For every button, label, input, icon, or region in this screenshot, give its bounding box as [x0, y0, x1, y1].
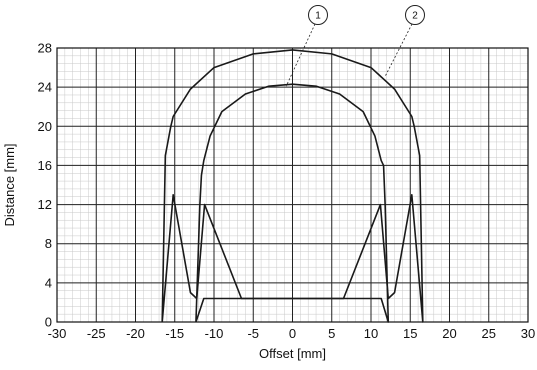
y-tick-label: 28 [38, 41, 52, 56]
x-tick-label: -25 [87, 326, 106, 341]
y-tick-label: 4 [45, 275, 52, 290]
x-tick-label: 20 [442, 326, 456, 341]
x-tick-labels: -30 -25 -20 -15 -10 -5 0 5 10 15 20 25 30 [48, 326, 536, 341]
y-tick-label: 12 [38, 197, 52, 212]
y-tick-label: 24 [38, 80, 52, 95]
y-tick-label: 16 [38, 158, 52, 173]
x-tick-label: 15 [403, 326, 417, 341]
callout-leader-2 [384, 23, 413, 77]
y-tick-labels: 0 4 8 12 16 20 24 28 [38, 41, 52, 330]
series-line-1 [195, 83, 390, 323]
x-axis-title: Offset [mm] [259, 346, 326, 361]
x-tick-label: 0 [289, 326, 296, 341]
x-tick-label: 5 [328, 326, 335, 341]
series-line-2 [161, 49, 424, 323]
x-tick-label: 10 [364, 326, 378, 341]
callout-label-2: 2 [412, 11, 418, 22]
plot-frame [56, 47, 529, 323]
x-tick-label: -10 [205, 326, 224, 341]
callout-label-1: 1 [315, 11, 321, 22]
x-tick-label: -30 [48, 326, 67, 341]
callout-circle-2 [405, 5, 425, 25]
y-tick-label: 0 [45, 315, 52, 330]
x-tick-label: -15 [165, 326, 184, 341]
callout-leader-1 [285, 23, 316, 87]
callout-circle-1 [308, 5, 328, 25]
x-tick-label: 25 [482, 326, 496, 341]
y-axis-title: Distance [mm] [2, 143, 17, 226]
y-tick-label: 20 [38, 119, 52, 134]
series-layer [161, 49, 424, 323]
x-tick-label: -5 [247, 326, 259, 341]
x-tick-label: 30 [521, 326, 535, 341]
x-tick-label: -20 [126, 326, 145, 341]
y-tick-label: 8 [45, 236, 52, 251]
